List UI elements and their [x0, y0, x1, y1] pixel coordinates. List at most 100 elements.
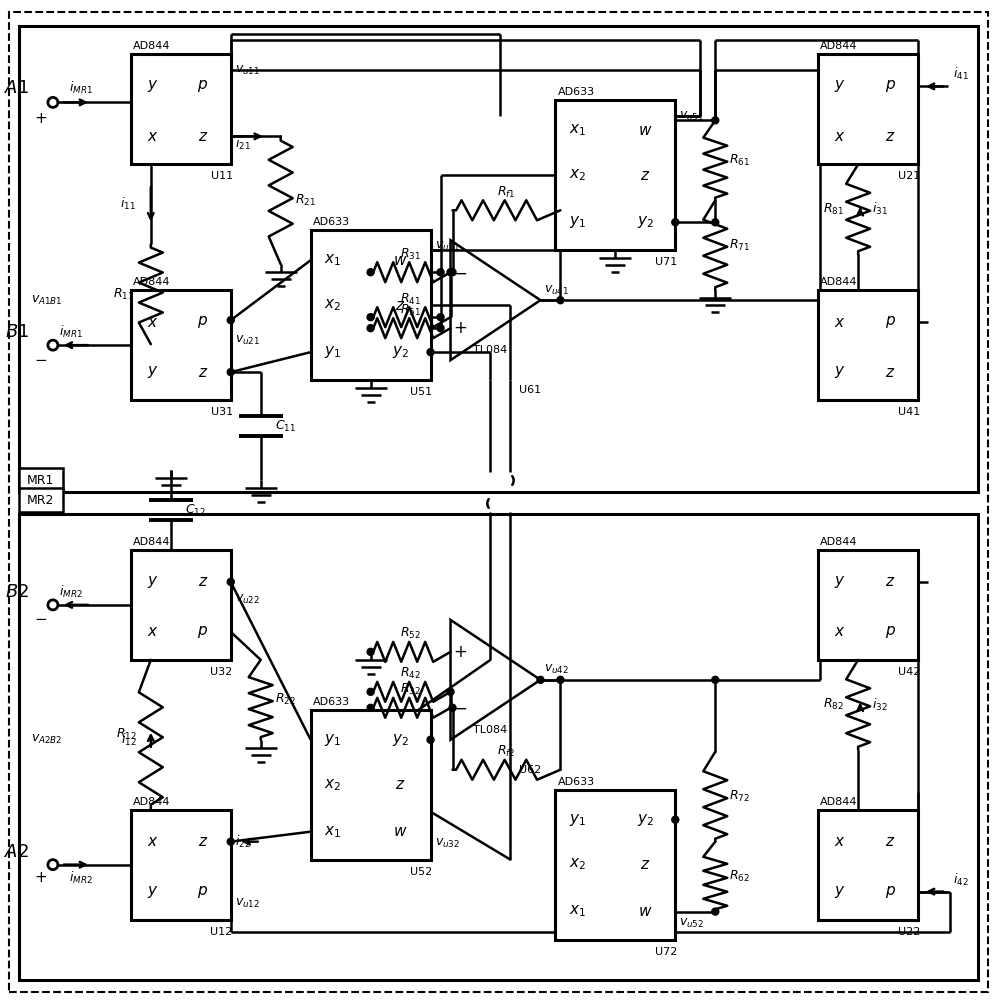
- Text: $y$: $y$: [834, 574, 846, 590]
- Text: $R_{42}$: $R_{42}$: [400, 666, 421, 681]
- Text: TL084: TL084: [473, 725, 508, 735]
- Circle shape: [367, 269, 374, 276]
- Text: TL084: TL084: [473, 345, 508, 355]
- Text: $-$: $-$: [34, 351, 48, 366]
- Text: $R_{72}$: $R_{72}$: [730, 789, 750, 804]
- Circle shape: [712, 908, 719, 915]
- Text: $x$: $x$: [147, 315, 159, 330]
- Text: U71: U71: [655, 257, 678, 267]
- Text: $R_{81}$: $R_{81}$: [823, 202, 844, 217]
- Circle shape: [672, 816, 679, 823]
- Text: $x$: $x$: [147, 834, 159, 849]
- Bar: [556, 790, 676, 940]
- Circle shape: [228, 317, 235, 324]
- Text: $v_{u22}$: $v_{u22}$: [235, 593, 259, 606]
- Circle shape: [712, 219, 719, 226]
- Text: AD633: AD633: [312, 217, 349, 227]
- Circle shape: [557, 676, 564, 683]
- Text: $R_{12}$: $R_{12}$: [116, 727, 137, 742]
- Bar: [818, 54, 918, 164]
- Text: U31: U31: [211, 407, 233, 417]
- Text: $p$: $p$: [198, 624, 209, 640]
- Text: $x$: $x$: [834, 129, 846, 144]
- Circle shape: [449, 704, 456, 711]
- Text: $z$: $z$: [640, 857, 651, 872]
- Text: $x_1$: $x_1$: [324, 824, 341, 840]
- Text: $x_2$: $x_2$: [324, 297, 341, 313]
- Text: AD844: AD844: [820, 537, 857, 547]
- Text: $i_{MR2}$: $i_{MR2}$: [69, 870, 93, 886]
- Text: $z$: $z$: [198, 834, 208, 849]
- Text: $B2$: $B2$: [5, 583, 29, 601]
- Bar: [19, 514, 978, 980]
- Text: $y$: $y$: [147, 78, 159, 94]
- Circle shape: [427, 349, 434, 356]
- Text: $y_2$: $y_2$: [392, 344, 409, 360]
- Text: $+$: $+$: [34, 111, 48, 126]
- Text: $p$: $p$: [198, 314, 209, 330]
- Text: $i_{22}$: $i_{22}$: [235, 834, 250, 850]
- Bar: [131, 810, 231, 920]
- Text: $-$: $-$: [453, 699, 468, 717]
- Text: $z$: $z$: [885, 365, 895, 380]
- Circle shape: [437, 269, 444, 276]
- Text: $B1$: $B1$: [5, 323, 29, 341]
- Text: $y$: $y$: [147, 574, 159, 590]
- Circle shape: [367, 648, 374, 655]
- Circle shape: [437, 325, 444, 332]
- Text: $y$: $y$: [147, 884, 159, 900]
- Text: $p$: $p$: [884, 884, 895, 900]
- Text: $p$: $p$: [198, 78, 209, 94]
- Text: $x$: $x$: [147, 624, 159, 639]
- Text: $R_{52}$: $R_{52}$: [400, 626, 421, 641]
- Text: $+$: $+$: [34, 870, 48, 885]
- Text: $p$: $p$: [884, 314, 895, 330]
- Text: $w$: $w$: [393, 253, 408, 268]
- Bar: [818, 810, 918, 920]
- Circle shape: [449, 269, 456, 276]
- Text: $R_{f2}$: $R_{f2}$: [497, 744, 516, 759]
- Text: AD633: AD633: [312, 697, 349, 707]
- Text: U32: U32: [211, 667, 233, 677]
- Bar: [131, 550, 231, 660]
- Text: $y_1$: $y_1$: [569, 812, 586, 828]
- Bar: [310, 230, 430, 380]
- Text: $R_{21}$: $R_{21}$: [294, 193, 315, 208]
- Text: $v_{u52}$: $v_{u52}$: [680, 917, 705, 930]
- Text: $y$: $y$: [147, 364, 159, 380]
- Text: $C_{12}$: $C_{12}$: [185, 502, 206, 518]
- Text: $z$: $z$: [395, 298, 406, 313]
- Text: $v_{u21}$: $v_{u21}$: [235, 334, 260, 347]
- Text: $p$: $p$: [198, 884, 209, 900]
- Text: $+$: $+$: [453, 319, 468, 337]
- Circle shape: [447, 688, 454, 695]
- Text: AD844: AD844: [133, 41, 171, 51]
- Text: $y$: $y$: [834, 884, 846, 900]
- Text: $R_{82}$: $R_{82}$: [823, 697, 844, 712]
- Circle shape: [367, 325, 374, 332]
- Text: $x$: $x$: [147, 129, 159, 144]
- Text: $w$: $w$: [393, 824, 408, 839]
- Text: $v_{u31}$: $v_{u31}$: [434, 240, 460, 253]
- Circle shape: [447, 269, 454, 276]
- Text: $p$: $p$: [884, 78, 895, 94]
- Text: U51: U51: [410, 387, 432, 397]
- Text: $z$: $z$: [885, 129, 895, 144]
- Text: $A2$: $A2$: [4, 843, 29, 861]
- Text: U12: U12: [211, 927, 233, 937]
- Circle shape: [367, 704, 374, 711]
- Text: AD844: AD844: [133, 277, 171, 287]
- Circle shape: [367, 688, 374, 695]
- Text: $i_{32}$: $i_{32}$: [872, 697, 888, 713]
- Text: $i_{31}$: $i_{31}$: [872, 201, 888, 217]
- Bar: [818, 550, 918, 660]
- Circle shape: [228, 838, 235, 845]
- Text: $z$: $z$: [885, 834, 895, 849]
- Text: $R_{32}$: $R_{32}$: [400, 682, 421, 697]
- Text: $x$: $x$: [834, 834, 846, 849]
- Bar: [310, 710, 430, 860]
- Text: MR1: MR1: [27, 474, 55, 487]
- Bar: [818, 290, 918, 400]
- Text: U22: U22: [897, 927, 920, 937]
- Text: $v_{u12}$: $v_{u12}$: [235, 897, 259, 910]
